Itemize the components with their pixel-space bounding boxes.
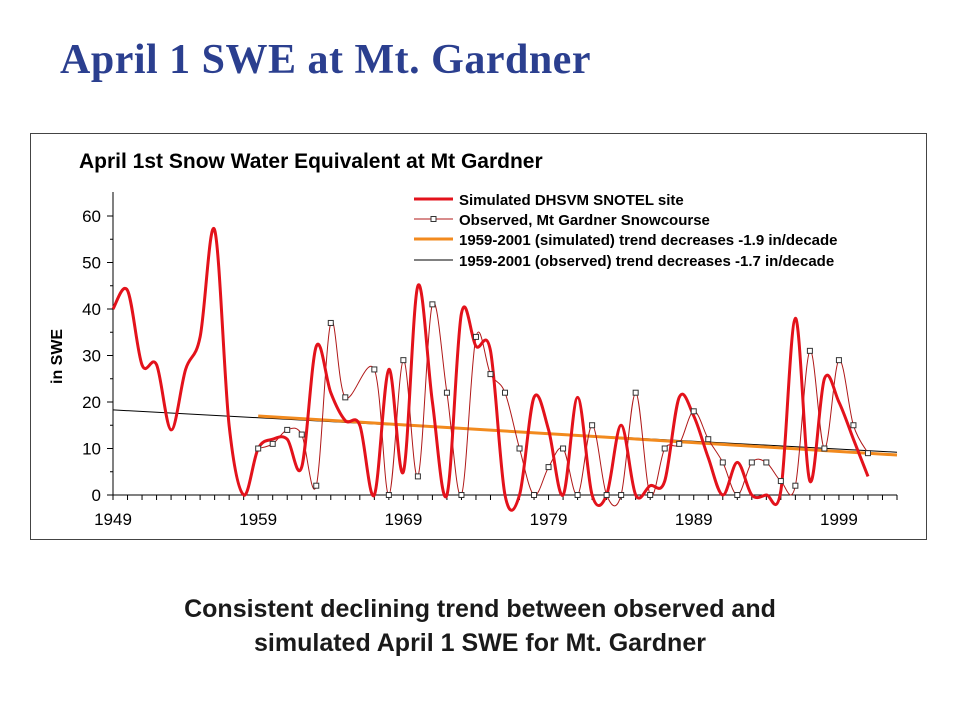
legend-simulated-trend-label: 1959-2001 (simulated) trend decreases -1… — [459, 232, 838, 249]
observed-point — [342, 394, 349, 401]
observed-point — [690, 408, 697, 415]
observed-point — [806, 347, 813, 354]
observed-point — [603, 492, 610, 498]
observed-point — [327, 319, 334, 326]
observed-series-line — [258, 302, 869, 507]
caption-line-1: Consistent declining trend between obser… — [184, 595, 776, 623]
observed-point — [458, 492, 465, 498]
observed-point — [589, 422, 596, 429]
observed-point — [385, 492, 392, 498]
observed-point — [443, 389, 450, 396]
legend-observed-label: Observed, Mt Gardner Snowcourse — [459, 212, 710, 229]
y-tick-label: 60 — [82, 207, 101, 226]
y-tick-label: 20 — [82, 393, 101, 412]
observed-point — [574, 492, 581, 498]
observed-point — [661, 445, 668, 452]
y-tick-label: 10 — [82, 440, 101, 459]
legend-simulated-label: Simulated DHSVM SNOTEL site — [459, 192, 684, 209]
legend-observed-trend-label: 1959-2001 (observed) trend decreases -1.… — [459, 253, 834, 270]
observed-point — [516, 445, 523, 452]
observed-point — [850, 422, 857, 429]
observed-point — [472, 333, 479, 340]
observed-point — [777, 478, 784, 485]
x-tick-label: 1959 — [239, 510, 277, 529]
legend-observed-marker — [430, 216, 437, 222]
observed-point — [545, 464, 552, 471]
observed-point — [487, 371, 494, 378]
observed-point — [313, 482, 320, 489]
observed-point — [298, 431, 305, 438]
observed-point — [269, 440, 276, 447]
x-tick-label: 1949 — [94, 510, 132, 529]
x-tick-label: 1989 — [675, 510, 713, 529]
y-tick-label: 40 — [82, 300, 101, 319]
x-tick-label: 1979 — [530, 510, 568, 529]
observed-point — [763, 459, 770, 466]
plot-area — [111, 226, 898, 512]
observed-point — [255, 445, 262, 452]
observed-point — [792, 482, 799, 489]
y-tick-label: 30 — [82, 347, 101, 366]
observed-point — [618, 492, 625, 498]
y-axis-label: in SWE — [49, 329, 66, 384]
observed-point — [748, 459, 755, 466]
legend: Simulated DHSVM SNOTEL site Observed, Mt … — [414, 192, 838, 270]
observed-point — [284, 426, 291, 433]
simulated-trend-line — [258, 414, 898, 457]
observed-point — [400, 357, 407, 364]
observed-point — [705, 436, 712, 443]
x-tick-label: 1969 — [384, 510, 422, 529]
observed-point — [502, 389, 508, 396]
chart-title: April 1st Snow Water Equivalent at Mt Ga… — [79, 150, 543, 173]
caption: Consistent declining trend between obser… — [0, 592, 960, 660]
x-tick-label: 1999 — [820, 510, 858, 529]
observed-point — [734, 492, 741, 498]
observed-point — [647, 492, 654, 498]
observed-point — [719, 459, 726, 466]
y-tick-label: 0 — [92, 486, 101, 505]
observed-point — [864, 450, 871, 457]
observed-point — [835, 357, 842, 364]
slide-title: April 1 SWE at Mt. Gardner — [60, 37, 591, 83]
simulated-series-line — [111, 226, 870, 512]
observed-point — [429, 301, 436, 308]
observed-point — [414, 473, 421, 480]
observed-point — [560, 445, 567, 452]
observed-point — [632, 389, 639, 396]
caption-line-2: simulated April 1 SWE for Mt. Gardner — [254, 629, 706, 657]
y-tick-label: 50 — [82, 254, 101, 273]
observed-point — [371, 366, 378, 373]
observed-point — [676, 440, 683, 447]
observed-point — [821, 445, 828, 452]
observed-point — [531, 492, 538, 498]
chart-frame: April 1st Snow Water Equivalent at Mt Ga… — [30, 133, 927, 540]
swe-line-chart: April 1st Snow Water Equivalent at Mt Ga… — [49, 150, 898, 529]
